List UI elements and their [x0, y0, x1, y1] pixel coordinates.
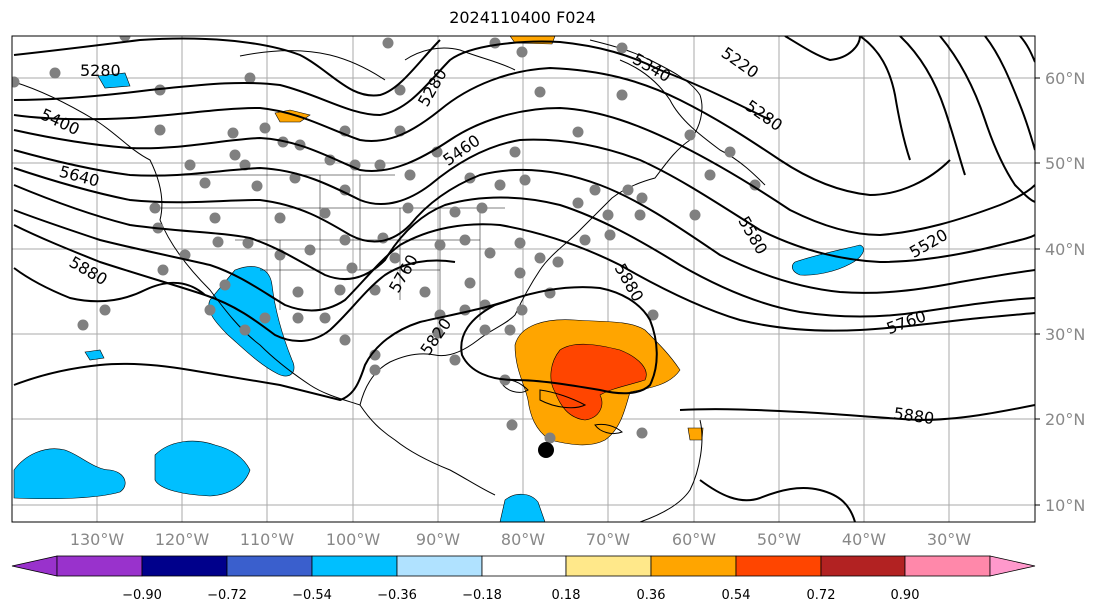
- lat-label: 10°N: [1045, 496, 1085, 515]
- map-title: 2024110400 F024: [449, 8, 596, 27]
- lon-label: 120°W: [155, 530, 210, 549]
- map-border: [11, 35, 1036, 523]
- lon-label: 80°W: [501, 530, 545, 549]
- contour-label: 5280: [80, 61, 121, 80]
- colorbar-tick-label: 0.90: [891, 588, 920, 603]
- lon-label: 40°W: [842, 530, 886, 549]
- station-dots: [12, 36, 761, 444]
- colorbar-tick-label: 0.54: [722, 588, 751, 603]
- lat-label: 60°N: [1045, 69, 1085, 88]
- colorbar-swatch: [735, 555, 822, 577]
- colorbar-tick-label: −0.90: [122, 588, 162, 603]
- negative-anomaly-small: [84, 349, 105, 361]
- latitude-labels: 60°N 50°N 40°N 30°N 20°N 10°N: [1035, 69, 1085, 515]
- colorbar-tick-label: −0.54: [292, 588, 332, 603]
- positive-anomaly-south: [687, 427, 704, 441]
- shaded-regions: [13, 36, 864, 522]
- colorbar-tick-label: 0.72: [807, 588, 836, 603]
- positive-anomaly-core: [550, 343, 647, 421]
- colorbar-swatch: [650, 555, 737, 577]
- colorbar-tick-label: −0.36: [377, 588, 417, 603]
- lat-label: 20°N: [1045, 410, 1085, 429]
- colorbar-swatch: [311, 555, 398, 577]
- lon-label: 50°W: [757, 530, 801, 549]
- colorbar-tick-label: 0.18: [552, 588, 581, 603]
- colorbar-tick-label: −0.18: [462, 588, 502, 603]
- negative-anomaly-pacific-1: [13, 448, 126, 500]
- colorbar-swatch: [481, 555, 567, 577]
- lon-label: 70°W: [586, 530, 630, 549]
- lon-label: 90°W: [416, 530, 460, 549]
- negative-anomaly-atlantic: [791, 244, 864, 276]
- lon-label: 100°W: [326, 530, 381, 549]
- colorbar-swatch: [141, 555, 228, 577]
- negative-anomaly-pacific-2: [154, 440, 251, 497]
- colorbar-tick-label: −0.72: [207, 588, 247, 603]
- colorbar-swatch: [820, 555, 906, 577]
- storm-marker: [538, 442, 554, 458]
- colorbar-ticks: −0.90 −0.72 −0.54 −0.36 −0.18 0.18 0.36 …: [122, 588, 919, 603]
- lon-label: 60°W: [672, 530, 716, 549]
- colorbar-extend-high: [989, 555, 1036, 577]
- lon-label: 130°W: [70, 530, 125, 549]
- colorbar-swatch: [56, 555, 143, 577]
- colorbar-extend-low: [11, 555, 58, 577]
- coastlines: [13, 39, 766, 522]
- colorbar: [11, 555, 1036, 577]
- negative-anomaly-mexico: [208, 266, 295, 377]
- lon-label: 110°W: [240, 530, 295, 549]
- lat-label: 40°N: [1045, 240, 1085, 259]
- height-contours: [13, 36, 1035, 522]
- negative-anomaly-alaska: [97, 72, 131, 89]
- colorbar-swatch: [226, 555, 313, 577]
- colorbar-swatch: [565, 555, 652, 577]
- colorbar-swatch: [904, 555, 991, 577]
- colorbar-tick-label: 0.36: [637, 588, 666, 603]
- lat-label: 50°N: [1045, 154, 1085, 173]
- colorbar-swatch: [396, 555, 483, 577]
- negative-anomaly-caribbean: [499, 493, 546, 522]
- lat-label: 30°N: [1045, 325, 1085, 344]
- longitude-labels: 130°W 120°W 110°W 100°W 90°W 80°W 70°W 6…: [70, 530, 971, 549]
- lon-label: 30°W: [927, 530, 971, 549]
